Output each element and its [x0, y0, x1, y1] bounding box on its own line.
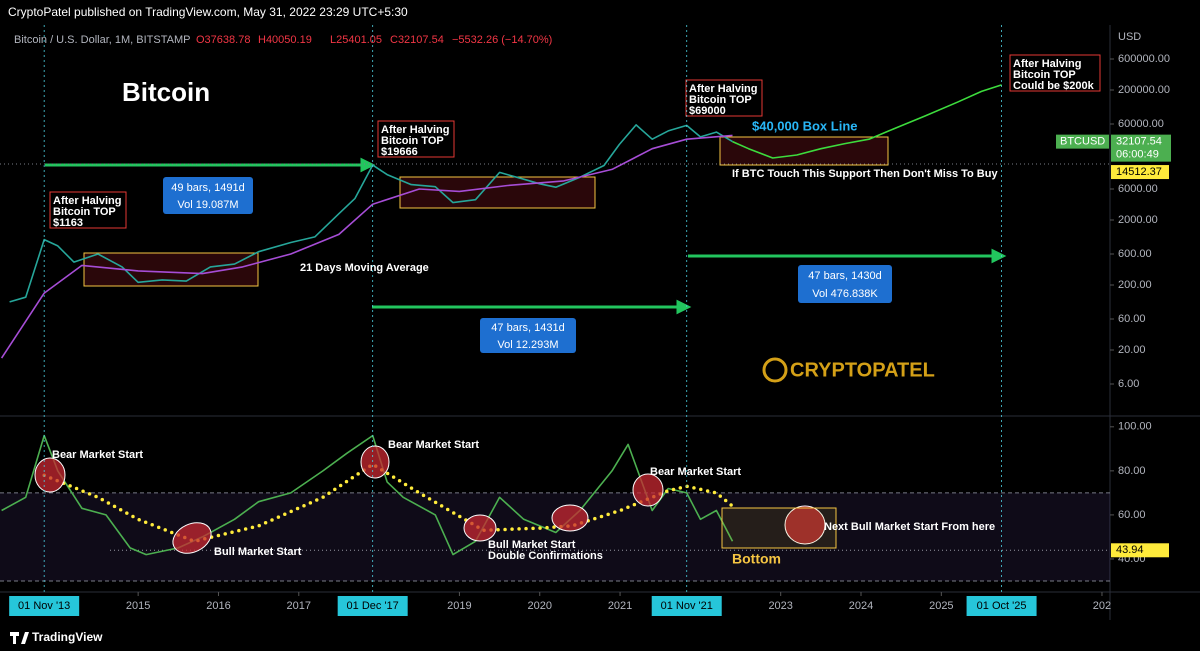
y-tick-label: 600.00: [1118, 248, 1152, 260]
x-tick-label: 2017: [287, 600, 311, 612]
symbol: Bitcoin / U.S. Dollar, 1M, BITSTAMP: [14, 34, 190, 46]
x-tick-label: 2024: [849, 600, 873, 612]
ellipses: [34, 445, 826, 554]
close: C32107.54: [390, 34, 444, 46]
level-box: [1111, 543, 1169, 558]
annotation: Bear Market Start: [650, 466, 741, 478]
svg-text:After Halving: After Halving: [689, 83, 757, 95]
svg-text:After Halving: After Halving: [53, 195, 121, 207]
series-line: [9, 124, 733, 303]
svg-text:Could be $200k: Could be $200k: [1013, 80, 1095, 92]
svg-text:$69000: $69000: [689, 105, 726, 117]
annotation: $40,000 Box Line: [752, 118, 858, 133]
change: −5532.26 (−14.70%): [452, 34, 552, 46]
y-tick-label: 60.00: [1118, 313, 1146, 325]
svg-text:47 bars, 1430d: 47 bars, 1430d: [808, 270, 881, 282]
y-tick-label: 80.00: [1118, 465, 1146, 477]
y-tick-label: 100.00: [1118, 421, 1152, 433]
x-tick-label: 2025: [929, 600, 953, 612]
y-tick-label: 20.00: [1118, 344, 1146, 356]
y-tick-label: 200.00: [1118, 279, 1152, 291]
support-label: 14512.37: [1116, 166, 1162, 178]
price-box: [1111, 134, 1171, 162]
y-tick-label: 6.00: [1118, 378, 1139, 390]
svg-text:After Halving: After Halving: [381, 124, 449, 136]
top-notes: After Halving Bitcoin TOP $1163 After Ha…: [49, 54, 1101, 229]
y-tick-label: 200000.00: [1118, 84, 1170, 96]
y-tick-label: 60000.00: [1118, 118, 1164, 130]
countdown: 06:00:49: [1116, 149, 1159, 161]
symbol-label: BTCUSD: [1060, 136, 1105, 148]
annotation: Bottom: [732, 551, 781, 567]
x-highlight-label: 01 Dec '17: [347, 600, 399, 612]
y-tick-label: 600000.00: [1118, 53, 1170, 65]
series-line: [732, 84, 1002, 159]
svg-text:$1163: $1163: [53, 217, 83, 229]
svg-text:Bitcoin TOP: Bitcoin TOP: [689, 94, 752, 106]
publisher: CryptoPatel published on TradingView.com…: [8, 5, 408, 19]
x-tick-label: 2021: [608, 600, 632, 612]
x-highlight-box: [337, 596, 408, 616]
svg-text:Bitcoin TOP: Bitcoin TOP: [1013, 69, 1076, 81]
rsi-band: [0, 492, 1110, 581]
y-tick-label: 2000.00: [1118, 214, 1158, 226]
x-tick-label: 2016: [206, 600, 230, 612]
annotation: 21 Days Moving Average: [300, 262, 429, 274]
x-tick-label: 202: [1093, 600, 1111, 612]
x-tick-label: 2019: [447, 600, 471, 612]
measure-volume: Vol 12.293M: [497, 339, 558, 351]
svg-text:$19666: $19666: [381, 146, 418, 158]
series-line: [42, 462, 735, 544]
annotation: Bear Market Start: [388, 439, 479, 451]
x-tick-label: 2020: [527, 600, 551, 612]
symbol-box: [1056, 134, 1109, 149]
logo: CRYPTOPATEL: [762, 357, 935, 383]
high: H40050.19: [258, 34, 312, 46]
low: L25401.05: [330, 34, 382, 46]
y-tick-label: 60.00: [1118, 509, 1146, 521]
support-box: [1111, 165, 1169, 180]
svg-text:Vol 19.087M: Vol 19.087M: [177, 199, 238, 211]
annotation: Bull Market Start: [488, 539, 576, 551]
svg-text:After Halving: After Halving: [1013, 58, 1081, 70]
x-highlight-label: 01 Oct '25: [977, 600, 1027, 612]
svg-text:47 bars, 1431d: 47 bars, 1431d: [491, 322, 564, 334]
x-tick-label: 2015: [126, 600, 150, 612]
period-arrows: [45, 157, 1007, 315]
measure-boxes: 49 bars, 1491d Vol 19.087M 47 bars, 1431…: [163, 177, 892, 353]
x-highlight-label: 01 Nov '13: [18, 600, 70, 612]
range-box: [399, 176, 596, 209]
currency: USD: [1118, 31, 1141, 43]
level-label: 43.94: [1116, 544, 1144, 556]
brand-logo: [10, 632, 29, 644]
annotation: Bear Market Start: [52, 449, 143, 461]
range-box: [719, 136, 889, 166]
x-highlight-box: [651, 596, 722, 616]
svg-text:Bitcoin TOP: Bitcoin TOP: [53, 206, 116, 218]
svg-text:CRYPTOPATEL: CRYPTOPATEL: [790, 359, 935, 381]
x-tick-label: 2023: [768, 600, 792, 612]
open: O37638.78: [196, 34, 250, 46]
x-highlight-box: [9, 596, 80, 616]
annotation: Double Confirmations: [488, 550, 603, 562]
annotation: Next Bull Market Start From here: [824, 521, 995, 533]
svg-text:Vol 476.838K: Vol 476.838K: [812, 288, 878, 300]
svg-text:49 bars, 1491d: 49 bars, 1491d: [171, 182, 244, 194]
annotation: Bull Market Start: [214, 546, 302, 558]
target-box: [721, 507, 837, 549]
brand: TradingView: [32, 630, 103, 644]
annotation: If BTC Touch This Support Then Don't Mis…: [732, 168, 998, 180]
chart-title: Bitcoin: [122, 77, 210, 107]
y-tick-label: 6000.00: [1118, 183, 1158, 195]
price-label: 32107.54: [1116, 136, 1162, 148]
x-highlight-label: 01 Nov '21: [661, 600, 713, 612]
svg-text:Bitcoin TOP: Bitcoin TOP: [381, 135, 444, 147]
x-highlight-box: [966, 596, 1037, 616]
series-line: [0, 134, 733, 359]
